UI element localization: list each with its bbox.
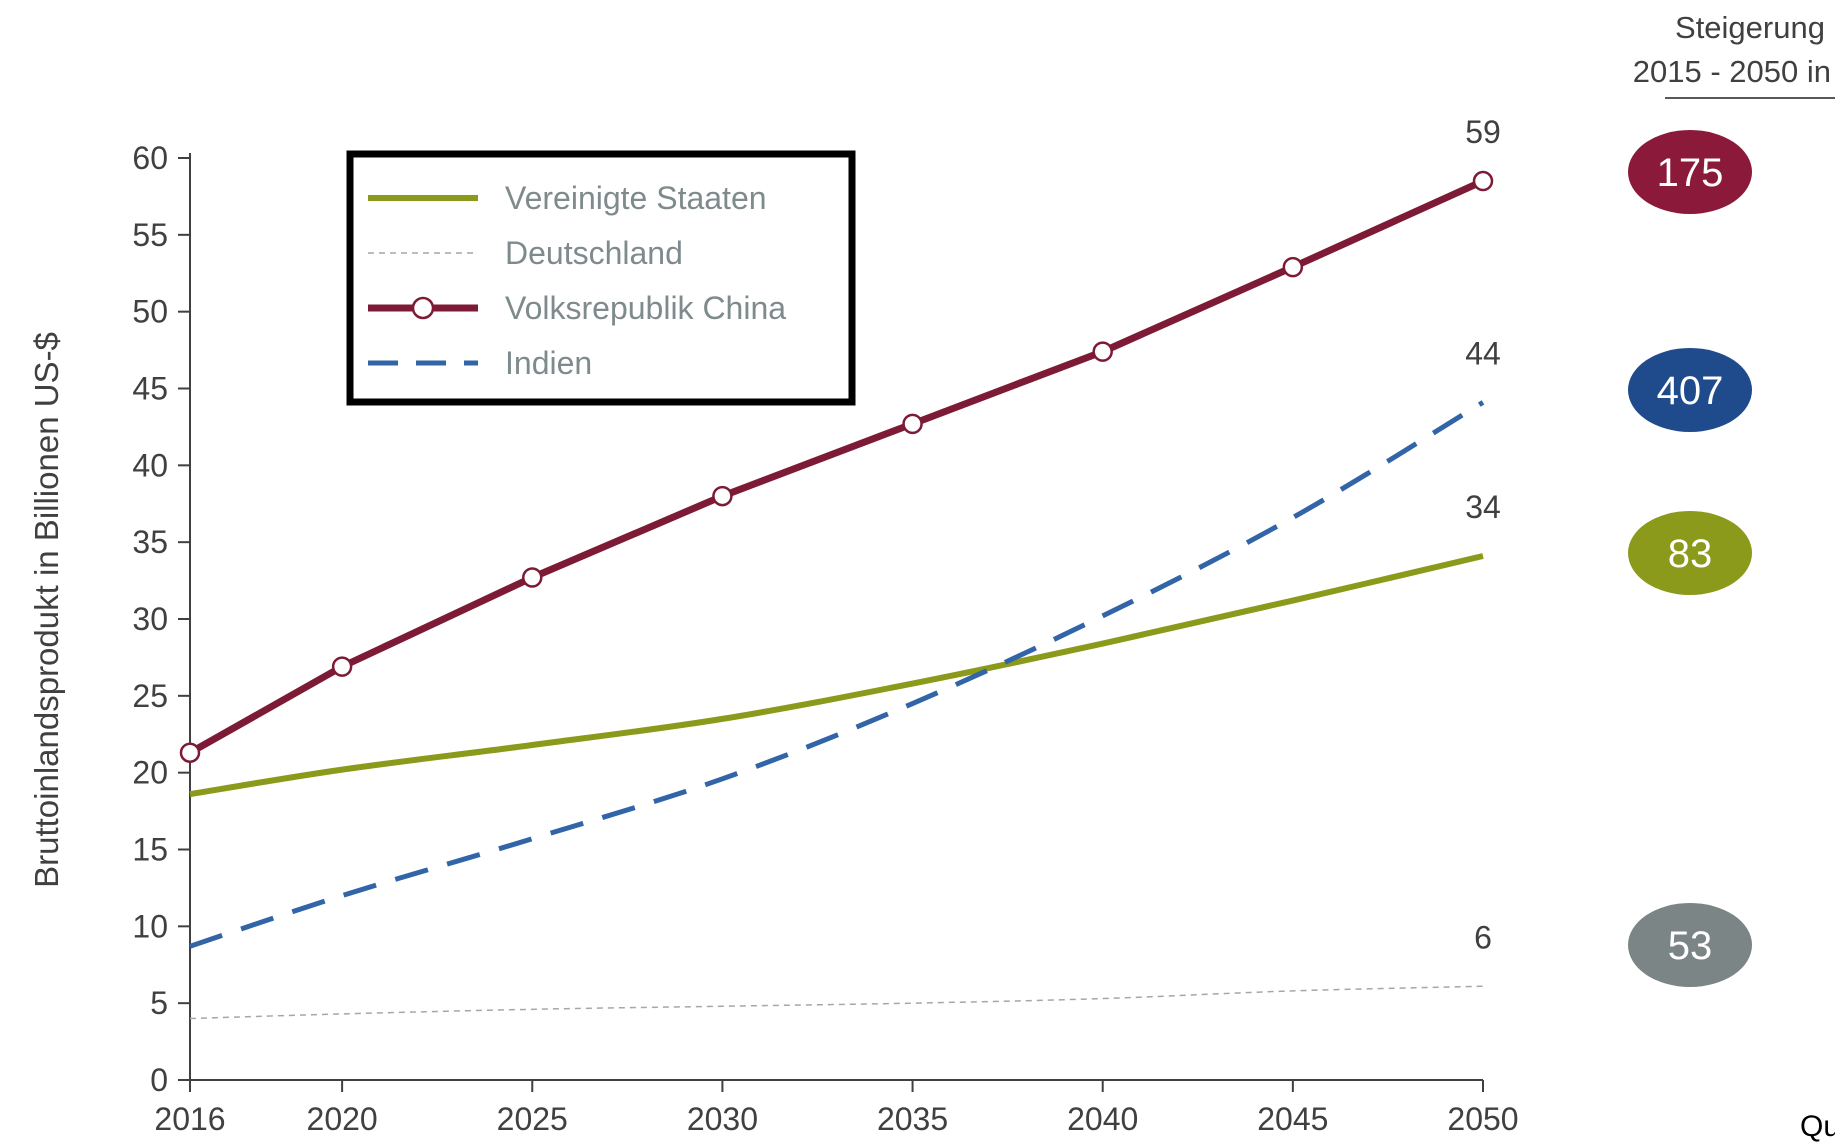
increase-value-deutschland: 53 — [1668, 924, 1713, 968]
y-tick-label-30: 30 — [132, 601, 168, 637]
legend: Vereinigte Staaten Deutschland Volksrepubl… — [346, 150, 856, 406]
series-point-volksrepublik-china-2025 — [522, 567, 543, 588]
increase-badge-deutschland — [1628, 903, 1752, 987]
y-tick-label-50: 50 — [132, 294, 168, 330]
increase-header-line-2: 2015 - 2050 in % — [1633, 54, 1835, 89]
y-tick-label-55: 55 — [132, 217, 168, 253]
y-tick-label-0: 0 — [150, 1062, 168, 1098]
x-tick-label-2040: 2040 — [1067, 1101, 1138, 1137]
y-tick-label-10: 10 — [132, 908, 168, 944]
x-tick-label-2020: 2020 — [307, 1101, 378, 1137]
increase-header-line-1: Steigerung — [1675, 10, 1825, 45]
x-tick-label-2050: 2050 — [1447, 1101, 1518, 1137]
series-point-volksrepublik-china-2050 — [1472, 170, 1494, 192]
series-line-deutschland — [189, 985, 1484, 1020]
x-tick-label-2016: 2016 — [154, 1101, 225, 1137]
series-point-volksrepublik-china-2020 — [331, 656, 353, 677]
series-line-vereinigte-staaten — [189, 553, 1484, 798]
y-tick-label-40: 40 — [132, 447, 168, 483]
markers-layer — [179, 170, 1494, 763]
x-tick-label-2030: 2030 — [687, 1101, 758, 1137]
y-tick-label-15: 15 — [132, 832, 168, 868]
increase-badge-volksrepublik-china — [1628, 130, 1752, 214]
end-label-vereinigte-staaten: 34 — [1465, 489, 1501, 525]
end-label-indien: 44 — [1465, 335, 1501, 371]
series-point-volksrepublik-china-2045 — [1282, 256, 1304, 278]
legend-label-vereinigte-staaten: Vereinigte Staaten — [505, 180, 767, 216]
increase-value-volksrepublik-china: 175 — [1657, 151, 1724, 195]
increase-value-vereinigte-staaten: 83 — [1668, 532, 1713, 576]
y-tick-label-60: 60 — [132, 140, 168, 176]
legend-marker-volksrepublik-china — [411, 296, 435, 320]
y-axis-title: Bruttoinlandsprodukt in Billionen US-$ — [28, 332, 65, 888]
y-tick-label-45: 45 — [132, 371, 168, 407]
x-tick-label-2045: 2045 — [1257, 1101, 1328, 1137]
series-point-volksrepublik-china-2035 — [902, 413, 923, 435]
y-tick-label-20: 20 — [132, 755, 168, 791]
end-label-volksrepublik-china: 59 — [1465, 114, 1501, 150]
series-layer — [188, 177, 1485, 1020]
legend-label-volksrepublik-china: Volksrepublik China — [505, 290, 786, 326]
end-label-deutschland: 6 — [1474, 919, 1492, 955]
y-tick-label-35: 35 — [132, 524, 168, 560]
source-fragment: Qu — [1800, 1110, 1835, 1143]
x-tick-label-2025: 2025 — [497, 1101, 568, 1137]
series-point-volksrepublik-china-2040 — [1092, 341, 1113, 362]
legend-label-deutschland: Deutschland — [505, 235, 683, 271]
y-tick-label-25: 25 — [132, 678, 168, 714]
legend-label-indien: Indien — [505, 345, 592, 381]
increase-badge-indien — [1628, 348, 1752, 432]
series-line-volksrepublik-china — [188, 177, 1485, 756]
y-tick-label-5: 5 — [150, 985, 168, 1021]
increase-panel: Steigerung 2015 - 2050 in % 175 407 83 53 — [1628, 10, 1835, 987]
increase-value-indien: 407 — [1657, 369, 1724, 413]
series-point-volksrepublik-china-2030 — [712, 485, 733, 507]
end-labels: 6 34 44 59 — [1465, 114, 1501, 955]
increase-badge-vereinigte-staaten — [1628, 511, 1752, 595]
series-line-indien — [189, 400, 1485, 949]
x-tick-label-2035: 2035 — [877, 1101, 948, 1137]
series-point-volksrepublik-china-2016 — [179, 742, 201, 763]
